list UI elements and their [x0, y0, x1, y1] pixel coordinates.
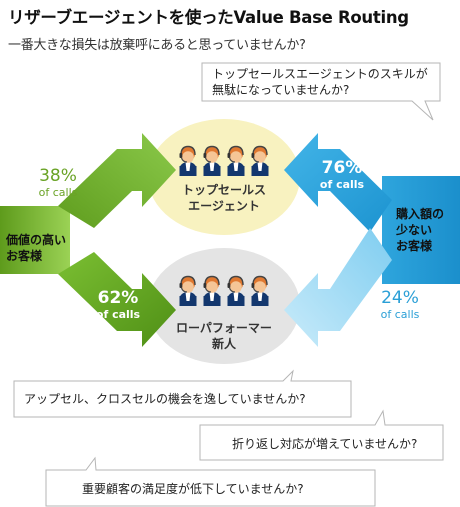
top-sales-team-label: トップセールス エージェント: [174, 182, 274, 214]
callout-top-text: トップセールスエージェントのスキルが 無駄になっていませんか?: [212, 66, 428, 98]
flow-low-to-low-pct: 24%: [381, 288, 419, 308]
high-value-line-1: 価値の高い: [6, 233, 67, 247]
flow-low-to-top-unit: of calls: [319, 178, 365, 191]
flow-high-to-low-pct: 62%: [97, 288, 139, 308]
callout-top-bubble: [201, 62, 441, 121]
flow-high-to-top-pct: 38%: [39, 166, 77, 186]
low-value-segment-box: [382, 176, 460, 284]
low-value-line-3: お客様: [396, 239, 433, 253]
page-subtitle: 一番大きな損失は放棄呼にあると思っていませんか?: [8, 38, 306, 53]
low-value-line-2: 少ない: [396, 223, 433, 237]
top-sales-team-line-2: エージェント: [188, 199, 260, 213]
high-value-segment-box: [0, 206, 70, 274]
flow-low-to-low-unit: of calls: [380, 308, 420, 321]
flow-high-to-top-label: 38% of calls: [26, 166, 90, 199]
callout-upsell-bubble: [13, 369, 352, 418]
arrow-high-to-low: [58, 252, 176, 347]
callout-repeat-bubble: [199, 409, 444, 461]
callout-upsell-text: アップセル、クロスセルの機会を逸していませんか?: [24, 392, 306, 406]
top-sales-team-line-1: トップセールス: [181, 183, 266, 197]
page-title: リザーブエージェントを使ったValue Base Routing: [8, 8, 409, 27]
arrow-low-to-low: [284, 228, 392, 347]
flow-high-to-top-unit: of calls: [38, 186, 78, 199]
high-value-segment-label: 価値の高い お客様: [6, 232, 66, 264]
callout-top-line-1: トップセールスエージェントのスキルが: [212, 67, 428, 81]
arrow-low-to-top: [284, 133, 392, 232]
high-value-line-2: お客様: [6, 249, 43, 263]
flow-low-to-low-label: 24% of calls: [368, 288, 432, 321]
callout-repeat-text: 折り返し対応が増えていませんか?: [232, 437, 418, 451]
low-performer-team-label: ローパフォーマー 新人: [168, 320, 280, 352]
callout-satisfaction-text: 重要顧客の満足度が低下していませんか?: [82, 482, 304, 496]
flow-low-to-top-label: 76% of calls: [310, 158, 374, 191]
flow-low-to-top-pct: 76%: [321, 158, 363, 178]
low-value-segment-label: 購入額の 少ない お客様: [396, 206, 444, 254]
flow-high-to-low-unit: of calls: [95, 308, 141, 321]
top-sales-circle: [148, 119, 300, 235]
arrow-high-to-top: [58, 133, 176, 228]
callout-top-line-2: 無駄になっていませんか?: [212, 83, 350, 97]
low-value-line-1: 購入額の: [396, 207, 445, 221]
low-performer-team-line-1: ローパフォーマー: [176, 321, 272, 335]
callout-satisfaction-bubble: [45, 456, 376, 507]
low-performer-team-line-2: 新人: [211, 337, 236, 351]
flow-high-to-low-label: 62% of calls: [86, 288, 150, 321]
